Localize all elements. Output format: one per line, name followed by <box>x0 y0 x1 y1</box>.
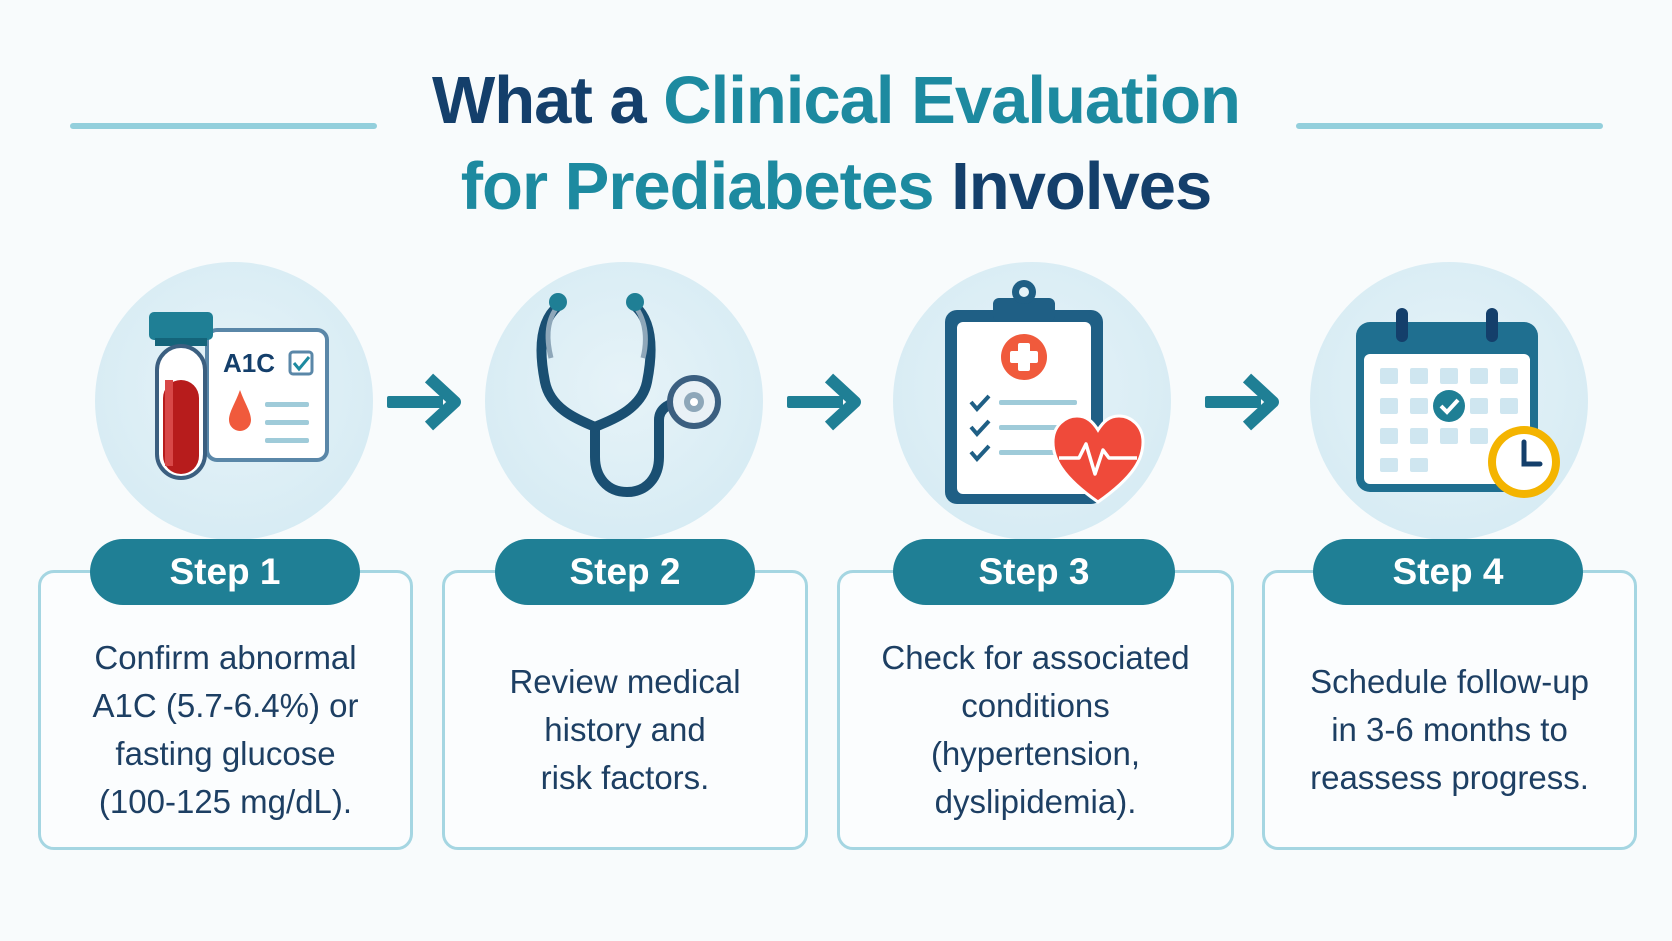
step-1-line: fasting glucose <box>115 735 336 772</box>
stethoscope-icon <box>536 293 721 498</box>
page-title: What a Clinical Evaluation for Prediabet… <box>380 58 1292 230</box>
step-1-card: Confirm abnormal A1C (5.7-6.4%) or fasti… <box>38 570 413 850</box>
step-4-card: Schedule follow-up in 3-6 months to reas… <box>1262 570 1637 850</box>
step-2-icon-circle <box>485 262 763 540</box>
title-part-1: What a <box>432 63 664 138</box>
step-1-icon-circle: A1C <box>95 262 373 540</box>
title-part-2: Involves <box>933 149 1212 224</box>
step-4-icon-circle <box>1310 262 1588 540</box>
step-1-description: Confirm abnormal A1C (5.7-6.4%) or fasti… <box>61 633 390 827</box>
step-2-card: Review medical history and risk factors. <box>442 570 808 850</box>
step-3-card: Check for associated conditions (hyperte… <box>837 570 1234 850</box>
step-2-line: risk factors. <box>540 759 710 796</box>
step-1-line: (100-125 mg/dL). <box>98 783 353 820</box>
a1c-label: A1C <box>223 348 275 378</box>
step-4-description: Schedule follow-up in 3-6 months to reas… <box>1285 633 1614 827</box>
step-3-badge: Step 3 <box>893 539 1175 605</box>
arrow-3-icon <box>1203 372 1283 432</box>
step-4-badge: Step 4 <box>1313 539 1583 605</box>
step-1-line: A1C (5.7-6.4%) or <box>92 687 359 724</box>
step-1-line: Confirm abnormal <box>94 639 357 676</box>
step-4-line: in 3-6 months to <box>1331 711 1568 748</box>
step-3-description: Check for associated conditions (hyperte… <box>860 633 1211 827</box>
step-3-line: conditions <box>961 687 1110 724</box>
arrow-2-icon <box>785 372 865 432</box>
step-4-line: reassess progress. <box>1310 759 1589 796</box>
step-3-line: dyslipidemia). <box>934 783 1137 820</box>
title-line-2: for Prediabetes Involves <box>380 144 1292 230</box>
blood-test-tube-a1c-icon: A1C <box>149 312 329 480</box>
title-accent-2: for Prediabetes <box>460 149 935 224</box>
calendar-clock-icon <box>1356 308 1560 498</box>
step-2-line: Review medical <box>509 663 741 700</box>
step-3-icon-circle <box>893 262 1171 540</box>
title-accent-1: Clinical Evaluation <box>663 63 1241 138</box>
step-1-badge: Step 1 <box>90 539 360 605</box>
step-3-line: (hypertension, <box>930 735 1141 772</box>
step-2-line: history and <box>544 711 706 748</box>
step-2-description: Review medical history and risk factors. <box>465 633 785 827</box>
clipboard-heart-icon <box>945 280 1145 504</box>
step-2-badge: Step 2 <box>495 539 755 605</box>
step-3-line: Check for associated <box>881 639 1190 676</box>
step-4-line: Schedule follow-up <box>1310 663 1589 700</box>
title-line-1: What a Clinical Evaluation <box>380 58 1292 144</box>
title-rule-right <box>1296 123 1603 129</box>
title-rule-left <box>70 123 377 129</box>
arrow-1-icon <box>385 372 465 432</box>
